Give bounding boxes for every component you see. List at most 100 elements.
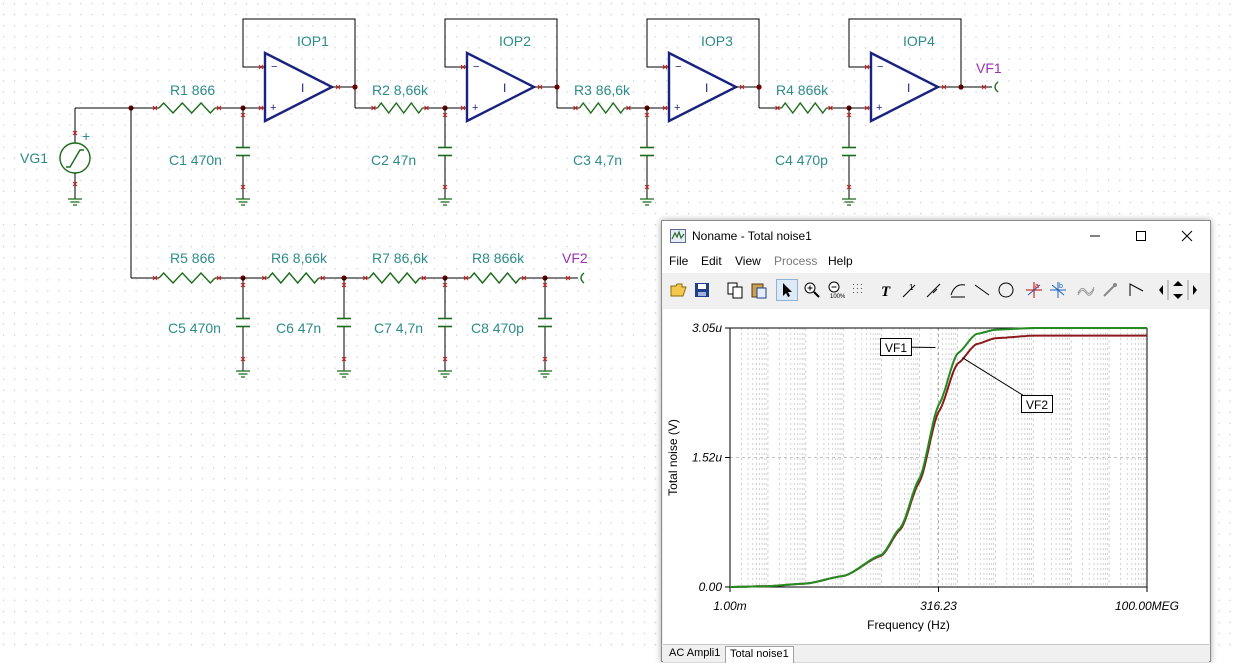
opamp-minus-sign: − [473,61,479,73]
pin-mark [460,105,466,111]
tab-total-noise1[interactable]: Total noise1 [725,646,794,663]
opamp-gain-symbol: I [705,81,708,95]
output-label-vf2: VF2 [562,250,588,266]
opamp-gain-symbol: I [503,81,506,95]
smooth-button[interactable] [1075,279,1097,301]
cursor-b-button[interactable]: b [1047,279,1069,301]
pin-mark [626,105,631,111]
window-title: Noname - Total noise1 [692,229,812,243]
resistor-r4 [780,101,828,115]
label-tool-button[interactable]: 1 [899,279,921,301]
total-noise-window[interactable]: Noname - Total noise1 File Edit View Pro… [661,220,1211,663]
close-icon [1181,230,1193,242]
tab-ac-ampli1[interactable]: AC Ampli1 [669,647,721,659]
grid-button[interactable] [848,279,870,301]
menu-edit[interactable]: Edit [701,254,722,268]
ground-icon [538,370,552,378]
menu-file[interactable]: File [669,254,689,268]
pin-mark [240,184,246,190]
opamp-label-2: IOP2 [499,33,531,49]
opamp-plus-sign: + [674,102,680,114]
ground-icon [438,198,452,206]
text-tool-button[interactable]: T [876,279,898,301]
comment-tool-button[interactable] [923,279,945,301]
resistor-label-3: R3 86,6k [574,82,631,98]
waveform-button[interactable] [1126,279,1148,301]
y-tick-label: 0.00 [699,580,723,594]
resistor-r8 [469,271,521,285]
zoom-100-button[interactable]: 100% [825,279,847,301]
maximize-button[interactable] [1118,221,1164,251]
chart-grid [729,328,1147,587]
pin-mark [421,275,427,281]
svg-text:b: b [1059,283,1063,290]
resistor-label-8: R8 866k [472,250,525,266]
capacitor-label-1: C1 470n [169,152,222,168]
pin-mark [335,84,341,90]
ground-icon [640,198,654,206]
paste-button[interactable] [748,279,770,301]
step-source-icon [66,149,84,168]
select-pointer-button[interactable] [776,279,798,301]
output-terminal-vf1 [994,81,999,93]
minimize-button[interactable] [1072,221,1118,251]
plot-area[interactable]: 0.00 1.52u 3.05u 1.00m 316.23 100.00MEG Freque… [663,309,1209,644]
pin-mark [152,275,158,281]
capacitor-label-6: C6 47n [276,320,321,336]
probe-button[interactable] [1099,279,1121,301]
pin-mark [442,112,448,118]
menu-process[interactable]: Process [774,254,818,268]
capacitor-label-2: C2 47n [371,152,416,168]
y-tick-label: 1.52u [692,451,722,465]
wire [242,18,356,87]
copy-icon [727,282,743,299]
toolbar: 100% T 1 a b [662,275,1210,305]
svg-text:a: a [1035,283,1039,290]
open-button[interactable] [668,279,690,301]
x-axis-title: Frequency (Hz) [867,618,950,632]
pin-mark [864,105,870,111]
pointer-icon [783,283,792,297]
pin-mark [258,64,264,70]
probe-icon [1103,283,1117,297]
text-icon: T [881,284,891,298]
menu-help[interactable]: Help [828,254,853,268]
ground-icon [337,370,351,378]
ground-icon [236,198,250,206]
resistor-label-4: R4 866k [776,82,829,98]
line-tool-button[interactable] [971,279,993,301]
resistor-r7 [368,271,421,285]
resistor-label-2: R2 8,66k [372,82,429,98]
cursor-a-icon: a [1026,282,1042,298]
zoom-in-button[interactable] [801,279,823,301]
ground-icon [68,198,82,206]
floppy-icon [695,283,709,297]
title-bar[interactable]: Noname - Total noise1 [662,221,1210,251]
save-button[interactable] [691,279,713,301]
menu-view[interactable]: View [735,254,761,268]
ground-icon [438,370,452,378]
y-tick-label: 3.05u [692,321,722,335]
circle-icon [998,282,1014,298]
resistor-label-5: R5 866 [170,250,215,266]
opamp-plus-sign: + [270,102,276,114]
pan-arrows[interactable] [1156,279,1200,301]
close-button[interactable] [1164,221,1210,251]
circle-tool-button[interactable] [995,279,1017,301]
pin-mark [521,275,527,281]
cursor-a-button[interactable]: a [1023,279,1045,301]
opamp-label-1: IOP1 [297,33,329,49]
pin-mark [72,130,78,136]
opamp-label-4: IOP4 [903,33,935,49]
curve-tool-button[interactable] [947,279,969,301]
pin-mark [460,64,466,70]
pin-mark [981,84,987,90]
opamp-plus-sign: + [472,102,478,114]
resistor-r6 [267,271,320,285]
noise-chart[interactable]: 0.00 1.52u 3.05u 1.00m 316.23 100.00MEG Freque… [663,309,1209,644]
svg-text:1: 1 [909,283,914,292]
zoom-100-icon: 100% [828,281,845,299]
copy-button[interactable] [724,279,746,301]
pin-mark [424,105,429,111]
pin-mark [258,105,264,111]
